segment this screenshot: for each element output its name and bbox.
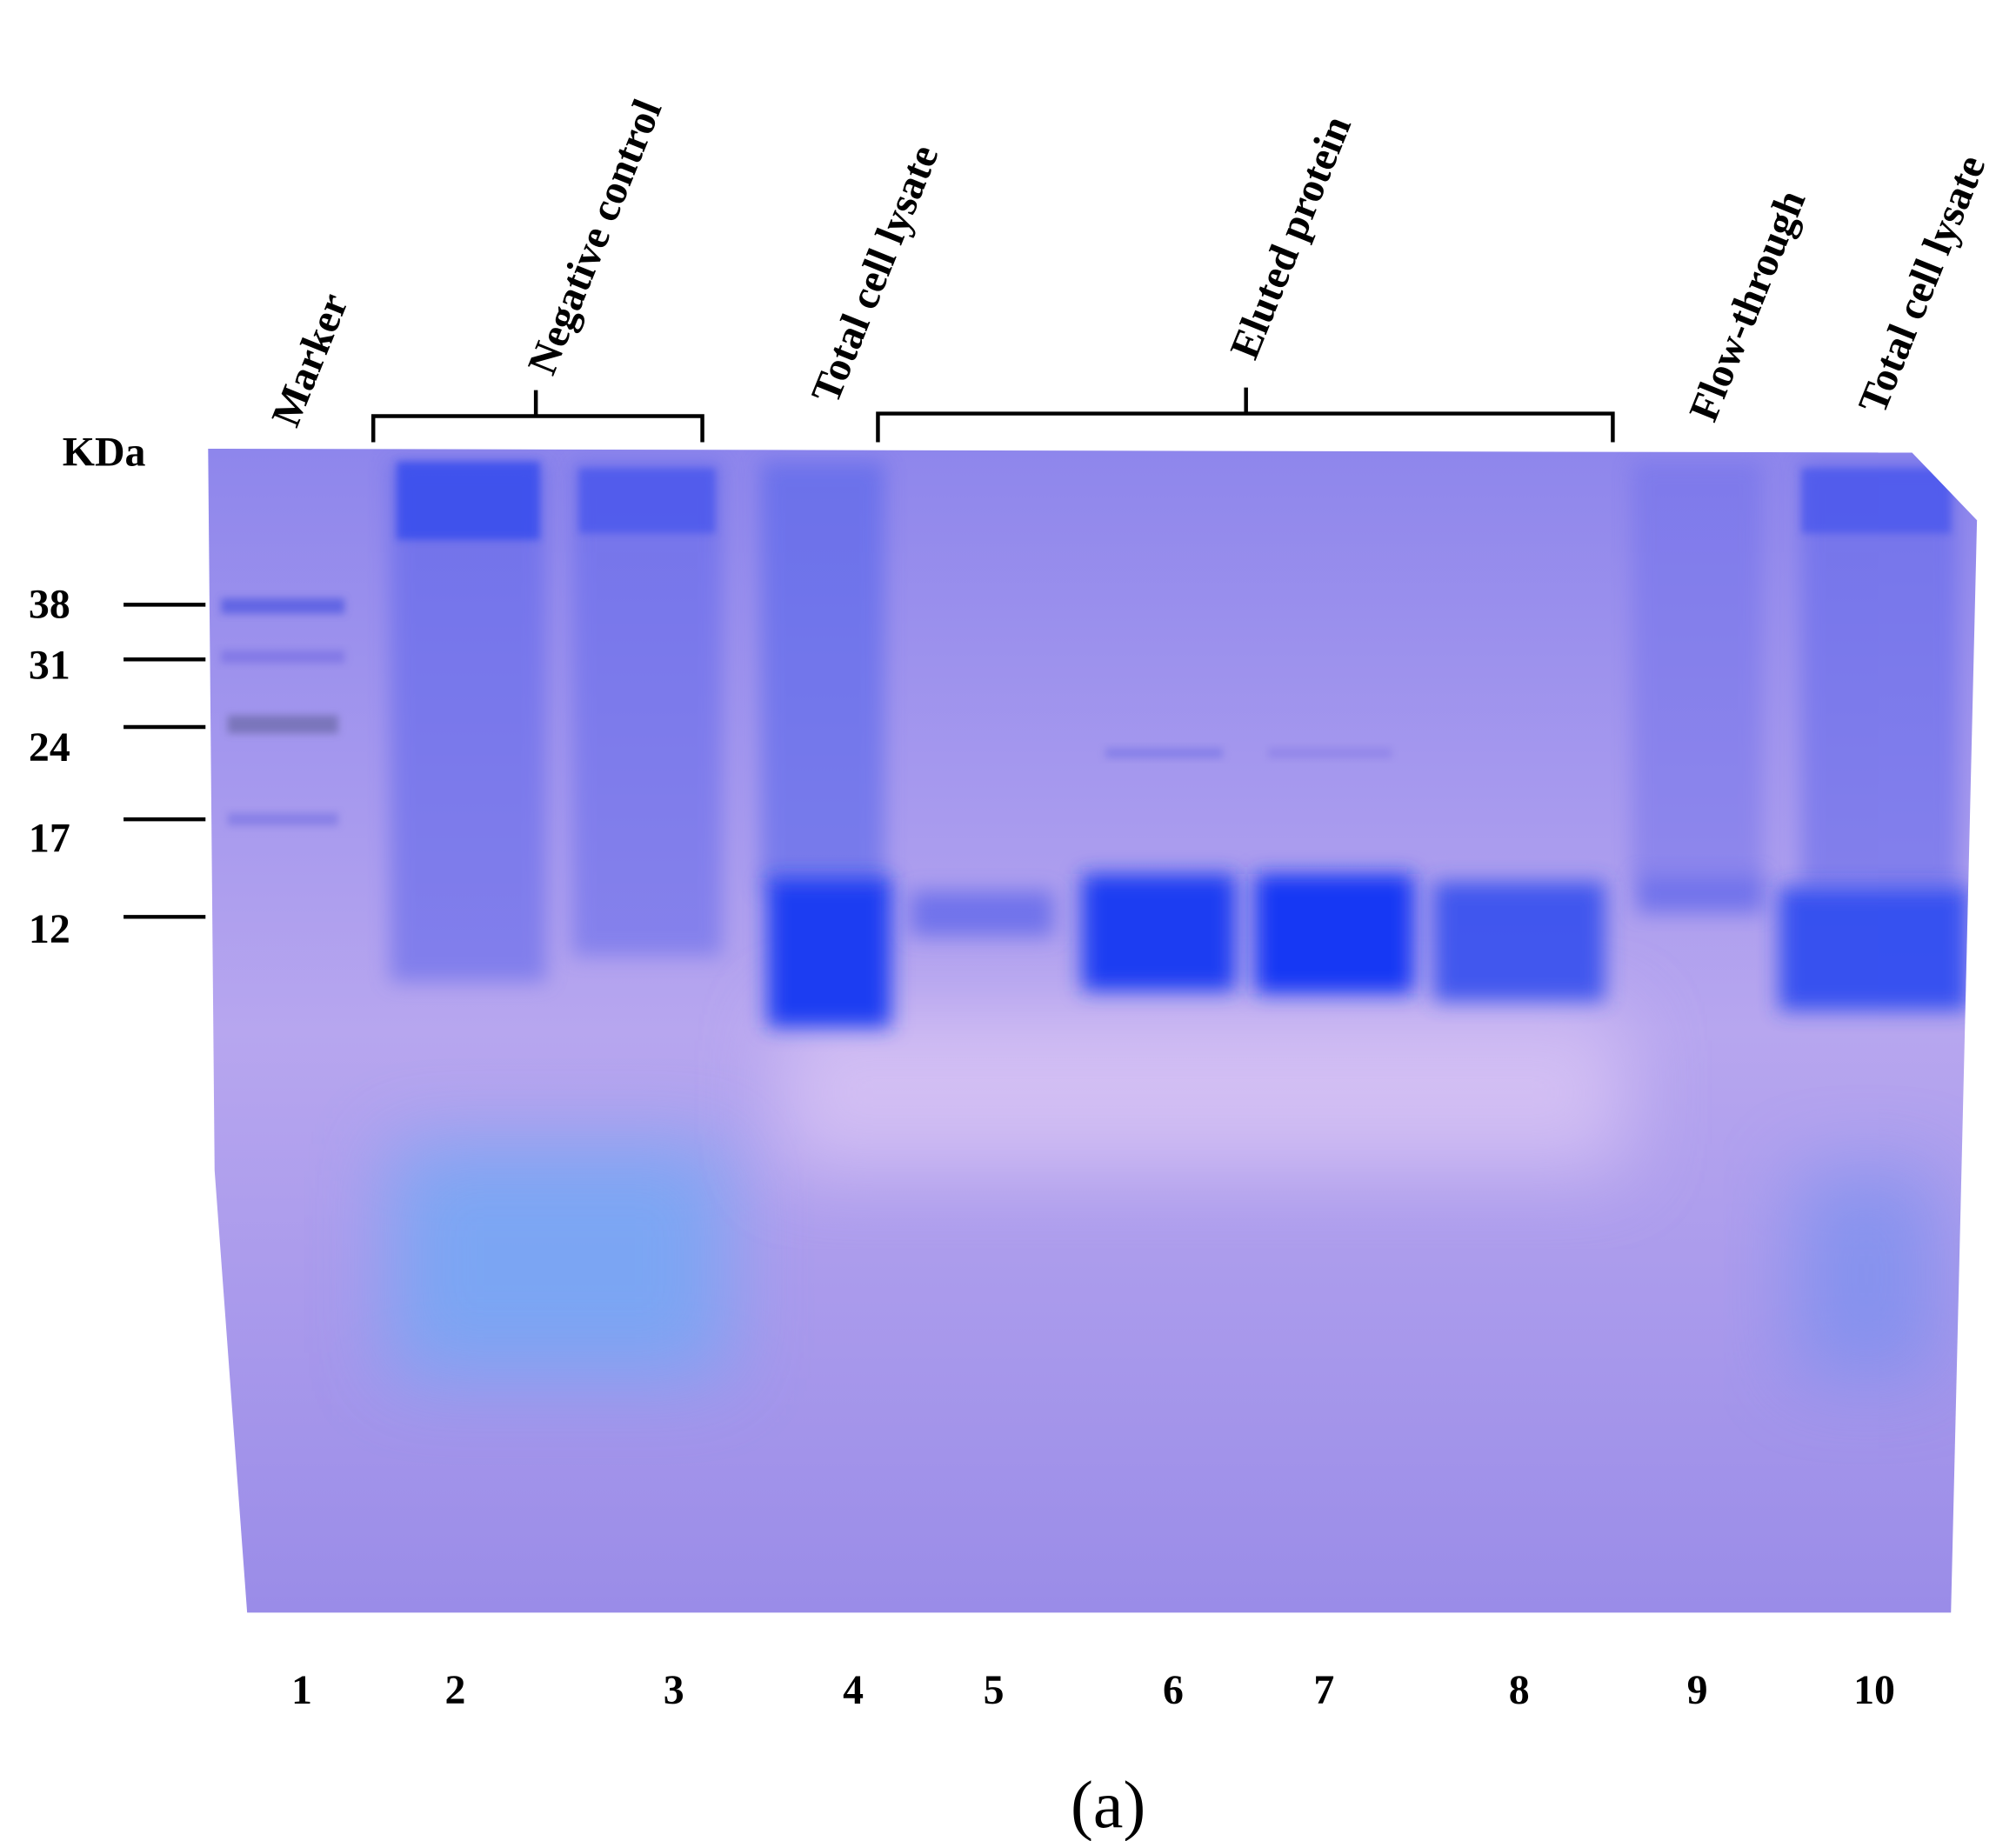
lane-number: 10 [1853, 1667, 1895, 1713]
lane-number: 5 [984, 1667, 1005, 1713]
bracket-eluted-protein [876, 387, 1615, 443]
marker-label: 31 [29, 643, 70, 689]
lane-number: 2 [444, 1667, 465, 1713]
lane-label: Total cell lysate [803, 138, 948, 409]
lane-label: Flow-through [1680, 183, 1814, 427]
marker-label: 24 [29, 724, 70, 770]
caption: (a) [1071, 1767, 1145, 1841]
marker-label: 12 [29, 906, 70, 952]
lane-number: 7 [1313, 1667, 1334, 1713]
lane-label: Eluted protein [1221, 110, 1360, 365]
gel-stain [221, 461, 1968, 1379]
lane-number: 3 [664, 1667, 684, 1713]
lane-label: Negative control [519, 93, 671, 381]
lane-number: 8 [1509, 1667, 1530, 1713]
lane-label: Marker [263, 287, 357, 433]
gel [208, 448, 1978, 1613]
unit-label: KDa [63, 429, 146, 475]
bracket-negative-control [370, 390, 704, 443]
marker-label: 38 [29, 581, 70, 627]
lane-number: 9 [1687, 1667, 1708, 1713]
lane-number: 6 [1163, 1667, 1184, 1713]
lane-number: 4 [843, 1667, 864, 1713]
lane-label: Total cell lysate [1850, 149, 1995, 419]
lane-number: 1 [291, 1667, 312, 1713]
marker-label: 17 [29, 816, 70, 862]
